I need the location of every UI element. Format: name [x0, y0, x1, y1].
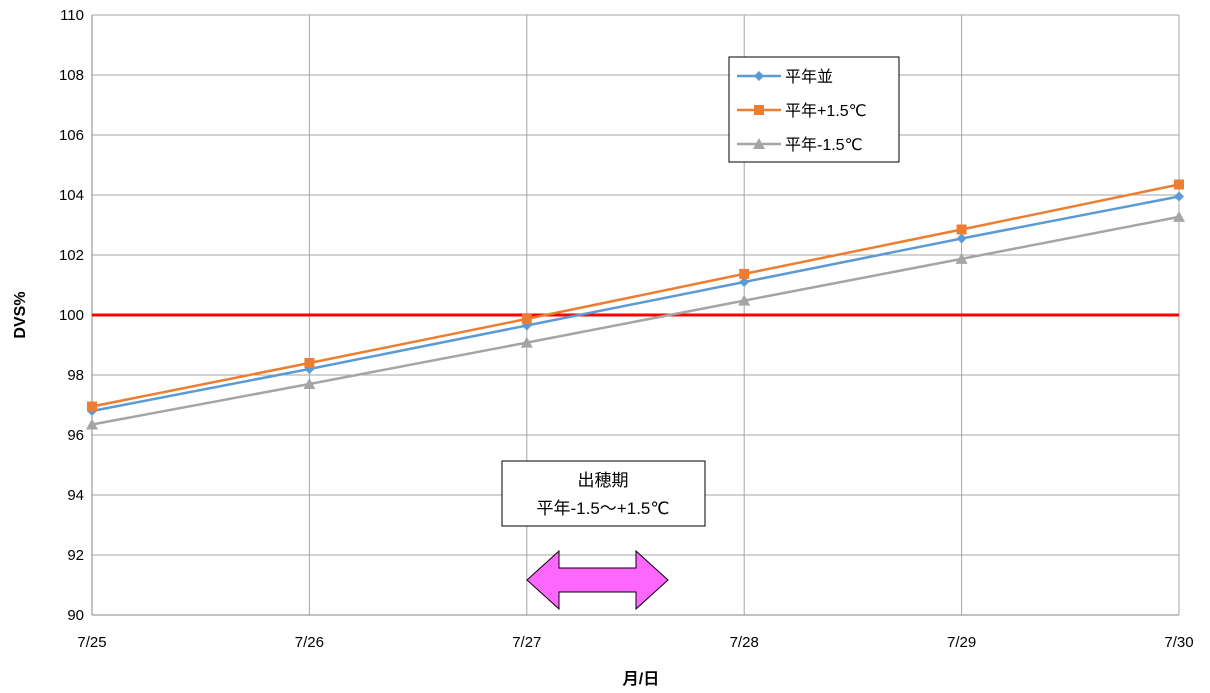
- data-point: [1174, 179, 1184, 190]
- data-point: [304, 358, 315, 368]
- series-group: [86, 179, 1185, 430]
- legend-swatch-marker: [754, 105, 764, 115]
- range-arrow: [526, 549, 669, 611]
- series-line: [91, 215, 1180, 426]
- x-tick-label: 7/26: [295, 634, 324, 651]
- data-point: [86, 418, 98, 430]
- data-point: [956, 233, 967, 244]
- data-point: [739, 277, 750, 287]
- y-tick-label: 106: [59, 127, 84, 144]
- annotation-range: 平年-1.5～+1.5℃: [537, 499, 670, 518]
- y-tick-label: 100: [59, 307, 84, 324]
- x-tick-label: 7/30: [1164, 634, 1193, 651]
- x-tick-label: 7/27: [512, 634, 541, 651]
- x-tick-labels: 7/25 7/26 7/27 7/28 7/29 7/30: [77, 634, 1193, 651]
- y-tick-label: 98: [67, 367, 84, 384]
- y-tick-labels: 90 92 94 96 98 100 102 104 106 108 110: [59, 7, 84, 624]
- legend-label: 平年+1.5℃: [785, 102, 867, 120]
- series-line: [91, 195, 1180, 413]
- y-tick-label: 102: [59, 247, 84, 264]
- data-point: [1174, 191, 1184, 202]
- series-3: [86, 210, 1185, 430]
- y-tick-label: 104: [59, 187, 84, 204]
- series-line: [91, 183, 1180, 408]
- y-tick-label: 96: [67, 427, 84, 444]
- legend-label: 平年並: [785, 68, 833, 86]
- annotation-box: [501, 460, 706, 527]
- data-point: [955, 252, 968, 264]
- x-tick-label: 7/28: [730, 634, 759, 651]
- data-point: [738, 294, 751, 306]
- y-axis-title: DVS%: [12, 291, 29, 338]
- data-point: [87, 401, 97, 412]
- y-tick-label: 108: [59, 67, 84, 84]
- data-point: [1173, 210, 1185, 222]
- heading-period-annotation: 出穂期 平年-1.5～+1.5℃: [501, 460, 706, 611]
- y-tick-label: 92: [67, 547, 84, 564]
- y-tick-label: 90: [67, 607, 84, 624]
- data-point: [303, 378, 316, 389]
- x-tick-label: 7/29: [947, 634, 976, 651]
- legend-swatch-marker: [753, 138, 765, 149]
- data-point: [520, 336, 533, 348]
- x-axis-title: 月/日: [622, 670, 659, 688]
- legend-label: 平年-1.5℃: [785, 136, 863, 154]
- y-tick-label: 94: [67, 487, 84, 504]
- annotation-title: 出穂期: [578, 471, 629, 490]
- data-point: [739, 268, 750, 279]
- x-tick-label: 7/25: [77, 634, 106, 651]
- series-2: [87, 179, 1184, 412]
- series-1: [87, 191, 1184, 416]
- legend-swatch-marker: [754, 71, 764, 81]
- data-point: [956, 224, 967, 235]
- y-tick-label: 110: [60, 7, 84, 24]
- data-point: [521, 313, 532, 324]
